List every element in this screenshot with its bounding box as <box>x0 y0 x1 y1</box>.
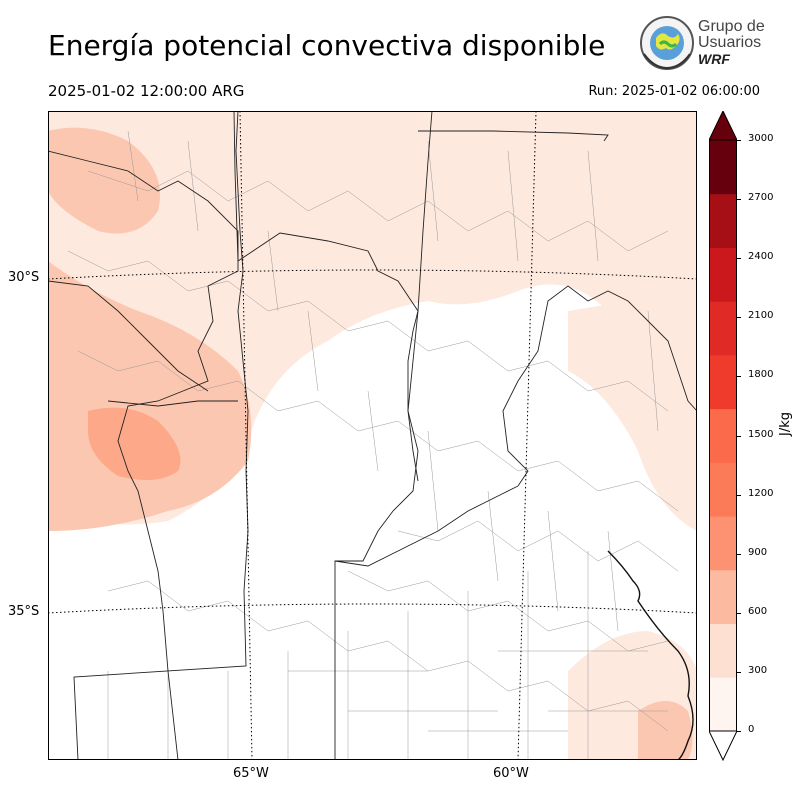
cape-area-west <box>48 261 252 531</box>
admin-boundaries <box>67 130 679 760</box>
lon-label-65w: 65°W <box>233 766 269 781</box>
colorbar-tick-mark <box>737 199 741 201</box>
logo-line1: Grupo de <box>698 18 765 35</box>
colorbar-tick-mark <box>737 612 741 614</box>
colorbar-bin <box>709 569 737 625</box>
cape-area-northwest <box>48 127 160 234</box>
colorbar-bin <box>709 516 737 571</box>
colorbar-tick-mark <box>737 140 741 141</box>
colorbar-frame <box>709 139 737 732</box>
wrf-logo: Grupo de Usuarios WRF <box>638 14 768 74</box>
colorbar-tick-label: 2700 <box>748 192 774 204</box>
colorbar-bin <box>709 301 737 356</box>
colorbar-tick-mark <box>737 494 741 496</box>
colorbar <box>709 111 737 761</box>
coastline <box>607 550 694 760</box>
colorbar-tick-label: 1200 <box>748 487 774 499</box>
cape-shading <box>48 111 697 760</box>
colorbar-bin <box>709 140 737 195</box>
run-time: Run: 2025-01-02 06:00:00 <box>588 84 760 99</box>
colorbar-tick-mark <box>737 553 741 555</box>
globe-icon <box>640 16 694 70</box>
colorbar-under-arrow <box>709 730 737 761</box>
lon-label-60w: 60°W <box>493 766 529 781</box>
colorbar-bin <box>709 247 737 302</box>
colorbar-over-arrow <box>709 111 737 141</box>
colorbar-tick-label: 300 <box>748 664 768 676</box>
colorbar-tick-label: 1500 <box>748 428 774 440</box>
colorbar-bin <box>709 462 737 517</box>
province-boundaries <box>48 111 697 760</box>
map-panel <box>48 111 697 760</box>
colorbar-tick-mark <box>737 376 741 378</box>
lat-label-35s: 35°S <box>8 604 40 619</box>
colorbar-bin <box>709 677 737 732</box>
colorbar-tick-mark <box>737 435 741 437</box>
graticule <box>48 111 697 760</box>
colorbar-bin <box>709 193 737 248</box>
colorbar-bin <box>709 408 737 463</box>
cape-area-core <box>88 407 181 480</box>
colorbar-tick-mark <box>737 731 741 732</box>
colorbar-bin <box>709 623 737 678</box>
cape-area-coast <box>638 701 693 760</box>
colorbar-label: J/kg <box>778 412 793 436</box>
map-frame <box>48 111 697 760</box>
colorbar-tick-label: 0 <box>748 724 755 735</box>
colorbar-tick-label: 2100 <box>748 310 774 322</box>
colorbar-tick-mark <box>737 317 741 319</box>
lat-label-30s: 30°S <box>8 270 40 285</box>
colorbar-tick-label: 1800 <box>748 369 774 381</box>
colorbar-tick-label: 3000 <box>748 133 774 144</box>
cape-area-east <box>568 291 697 531</box>
logo-line3: WRF <box>698 51 730 67</box>
valid-time: 2025-01-02 12:00:00 ARG <box>48 82 245 100</box>
logo-line2: Usuarios <box>698 34 762 51</box>
colorbar-bin <box>709 354 737 410</box>
colorbar-tick-mark <box>737 671 741 673</box>
colorbar-tick-label: 2400 <box>748 251 774 263</box>
colorbar-tick-label: 900 <box>748 546 768 558</box>
colorbar-tick-mark <box>737 258 741 260</box>
colorbar-tick-label: 600 <box>748 605 768 617</box>
colorbar-bins <box>709 140 737 732</box>
chart-title: Energía potencial convectiva disponible <box>48 29 606 62</box>
